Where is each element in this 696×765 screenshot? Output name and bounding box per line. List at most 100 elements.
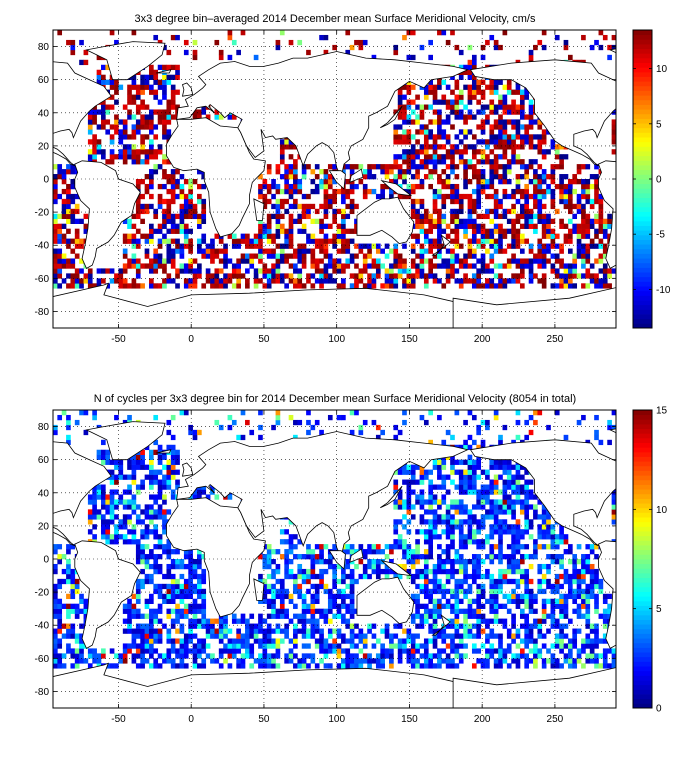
heatmap-cell xyxy=(57,194,62,199)
heatmap-cell xyxy=(411,30,416,35)
heatmap-cell xyxy=(459,100,464,105)
heatmap-cell xyxy=(489,594,494,599)
heatmap-cell xyxy=(136,85,141,90)
heatmap-cell xyxy=(420,45,425,50)
heatmap-cell xyxy=(542,149,547,154)
heatmap-cell xyxy=(262,273,267,278)
heatmap-cell xyxy=(415,648,420,653)
heatmap-cell xyxy=(407,489,412,494)
heatmap-cell xyxy=(315,544,320,549)
heatmap-cell xyxy=(280,214,285,219)
heatmap-cell xyxy=(494,480,499,485)
heatmap-cell xyxy=(332,214,337,219)
heatmap-cell xyxy=(537,648,542,653)
heatmap-cell xyxy=(428,529,433,534)
heatmap-cell xyxy=(594,634,599,639)
heatmap-cell xyxy=(503,249,508,254)
heatmap-cell xyxy=(450,90,455,95)
heatmap-cell xyxy=(57,239,62,244)
heatmap-cell xyxy=(363,549,368,554)
heatmap-cell xyxy=(162,584,167,589)
heatmap-cell xyxy=(441,604,446,609)
heatmap-cell xyxy=(446,663,451,668)
heatmap-cell xyxy=(62,258,67,263)
heatmap-cell xyxy=(424,663,429,668)
heatmap-cell xyxy=(223,648,228,653)
heatmap-cell xyxy=(424,149,429,154)
heatmap-cell xyxy=(118,139,123,144)
heatmap-cell xyxy=(524,663,529,668)
heatmap-cell xyxy=(376,559,381,564)
heatmap-cell xyxy=(214,634,219,639)
heatmap-cell xyxy=(162,519,167,524)
heatmap-cell xyxy=(171,549,176,554)
heatmap-cell xyxy=(53,594,58,599)
heatmap-cell xyxy=(210,258,215,263)
heatmap-cell xyxy=(136,485,141,490)
heatmap-cell xyxy=(114,653,119,658)
heatmap-cell xyxy=(166,244,171,249)
heatmap-cell xyxy=(149,643,154,648)
heatmap-cell xyxy=(262,184,267,189)
heatmap-cell xyxy=(140,544,145,549)
heatmap-cell xyxy=(393,643,398,648)
heatmap-cell xyxy=(271,254,276,259)
heatmap-cell xyxy=(88,129,93,134)
heatmap-cell xyxy=(363,638,368,643)
heatmap-cell xyxy=(162,475,167,480)
heatmap-cell xyxy=(455,643,460,648)
heatmap-cell xyxy=(158,80,163,85)
heatmap-cell xyxy=(376,663,381,668)
heatmap-cell xyxy=(367,663,372,668)
heatmap-cell xyxy=(145,184,150,189)
heatmap-cell xyxy=(520,579,525,584)
heatmap-cell xyxy=(92,524,97,529)
heatmap-cell xyxy=(53,179,58,184)
heatmap-cell xyxy=(101,489,106,494)
heatmap-cell xyxy=(564,534,569,539)
heatmap-cell xyxy=(158,204,163,209)
heatmap-cell xyxy=(498,544,503,549)
heatmap-cell xyxy=(380,194,385,199)
heatmap-cell xyxy=(75,273,80,278)
heatmap-cell xyxy=(145,514,150,519)
heatmap-cell xyxy=(564,283,569,288)
heatmap-cell xyxy=(524,174,529,179)
heatmap-cell xyxy=(166,75,171,80)
heatmap-cell xyxy=(149,184,154,189)
heatmap-cell xyxy=(599,283,604,288)
heatmap-cell xyxy=(407,499,412,504)
heatmap-cell xyxy=(572,638,577,643)
heatmap-cell xyxy=(498,95,503,100)
colorbar-segment xyxy=(633,254,652,259)
heatmap-cell xyxy=(402,109,407,114)
heatmap-cell xyxy=(437,534,442,539)
heatmap-cell xyxy=(455,234,460,239)
heatmap-cell xyxy=(398,643,403,648)
heatmap-cell xyxy=(88,509,93,514)
heatmap-cell xyxy=(428,609,433,614)
heatmap-cell xyxy=(88,149,93,154)
heatmap-cell xyxy=(551,534,556,539)
heatmap-cell xyxy=(568,643,573,648)
heatmap-cell xyxy=(524,214,529,219)
heatmap-cell xyxy=(524,509,529,514)
heatmap-cell xyxy=(92,114,97,119)
heatmap-cell xyxy=(136,149,141,154)
heatmap-cell xyxy=(551,174,556,179)
heatmap-cell xyxy=(236,258,241,263)
heatmap-cell xyxy=(57,258,62,263)
heatmap-cell xyxy=(324,268,329,273)
heatmap-cell xyxy=(433,509,438,514)
heatmap-cell xyxy=(594,244,599,249)
heatmap-cell xyxy=(145,638,150,643)
heatmap-cell xyxy=(472,648,477,653)
colorbar-segment xyxy=(633,314,652,319)
heatmap-cell xyxy=(489,604,494,609)
heatmap-cell xyxy=(450,184,455,189)
heatmap-cell xyxy=(402,554,407,559)
heatmap-cell xyxy=(359,638,364,643)
heatmap-cell xyxy=(149,509,154,514)
heatmap-cell xyxy=(481,589,486,594)
heatmap-cell xyxy=(520,559,525,564)
